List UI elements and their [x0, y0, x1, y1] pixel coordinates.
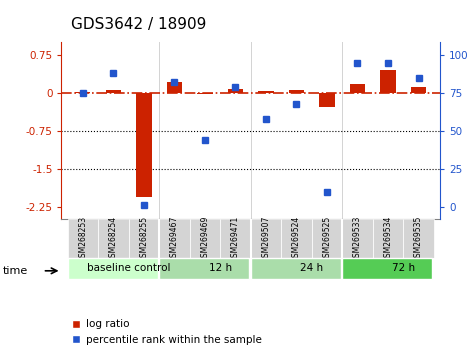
Bar — [380, 70, 395, 93]
Text: GSM269469: GSM269469 — [201, 216, 210, 262]
FancyBboxPatch shape — [68, 258, 158, 279]
Text: GSM269533: GSM269533 — [353, 216, 362, 262]
Bar — [228, 89, 243, 93]
Bar — [75, 92, 90, 93]
Text: GSM269471: GSM269471 — [231, 216, 240, 262]
FancyBboxPatch shape — [342, 258, 432, 279]
Bar — [289, 90, 304, 93]
FancyBboxPatch shape — [129, 219, 159, 258]
Text: GSM268253: GSM268253 — [79, 216, 88, 262]
Text: 12 h: 12 h — [209, 263, 232, 273]
FancyBboxPatch shape — [312, 219, 342, 258]
Bar — [106, 90, 121, 93]
Text: GDS3642 / 18909: GDS3642 / 18909 — [71, 17, 206, 32]
FancyBboxPatch shape — [220, 219, 251, 258]
FancyBboxPatch shape — [159, 258, 249, 279]
Text: time: time — [2, 266, 27, 276]
Text: GSM269467: GSM269467 — [170, 216, 179, 262]
Text: 24 h: 24 h — [300, 263, 323, 273]
FancyBboxPatch shape — [281, 219, 312, 258]
Bar — [258, 91, 273, 93]
Bar — [319, 93, 334, 107]
Bar — [197, 93, 212, 94]
Bar — [136, 93, 151, 197]
FancyBboxPatch shape — [403, 219, 434, 258]
Text: GSM269507: GSM269507 — [262, 216, 271, 262]
Text: 72 h: 72 h — [392, 263, 415, 273]
Text: GSM269535: GSM269535 — [414, 216, 423, 262]
Text: GSM269524: GSM269524 — [292, 216, 301, 262]
Text: baseline control: baseline control — [87, 263, 170, 273]
FancyBboxPatch shape — [342, 219, 373, 258]
Bar — [350, 84, 365, 93]
FancyBboxPatch shape — [251, 258, 341, 279]
Bar — [411, 87, 426, 93]
Text: GSM268254: GSM268254 — [109, 216, 118, 262]
FancyBboxPatch shape — [190, 219, 220, 258]
Bar — [167, 82, 182, 93]
FancyBboxPatch shape — [373, 219, 403, 258]
FancyBboxPatch shape — [98, 219, 129, 258]
Legend: log ratio, percentile rank within the sample: log ratio, percentile rank within the sa… — [67, 315, 266, 349]
Text: GSM269534: GSM269534 — [384, 216, 393, 262]
Text: GSM268255: GSM268255 — [140, 216, 149, 262]
FancyBboxPatch shape — [68, 219, 98, 258]
Text: GSM269525: GSM269525 — [323, 216, 332, 262]
FancyBboxPatch shape — [251, 219, 281, 258]
FancyBboxPatch shape — [159, 219, 190, 258]
